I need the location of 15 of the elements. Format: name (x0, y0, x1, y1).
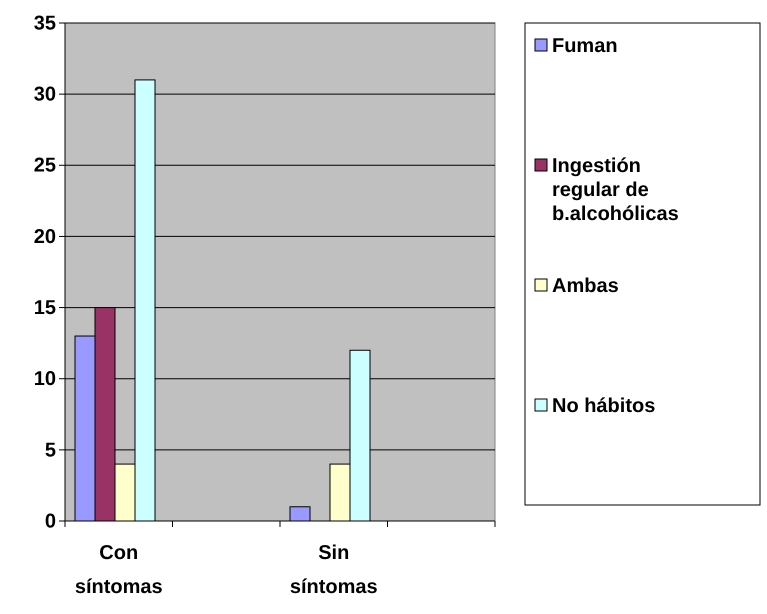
x-tick-label: Con síntomas (74, 542, 163, 598)
legend-label: Ingestión regular de b.alcohólicas (552, 155, 679, 225)
y-tick-label: 20 (34, 226, 56, 248)
y-tick-label: 0 (44, 510, 56, 532)
legend-label: No hábitos (552, 395, 656, 417)
bar (290, 506, 310, 522)
y-tick-label: 35 (34, 12, 56, 34)
legend-label: Fuman (552, 35, 618, 57)
y-tick-label: 5 (44, 439, 56, 462)
legend-label: Ambas (552, 275, 619, 297)
y-tick-label: 10 (34, 368, 56, 390)
y-tick-label: 25 (34, 154, 56, 177)
y-tick-label: 15 (34, 296, 56, 319)
x-tick-label: Sin síntomas (290, 542, 378, 598)
y-tick-label: 30 (34, 84, 56, 106)
